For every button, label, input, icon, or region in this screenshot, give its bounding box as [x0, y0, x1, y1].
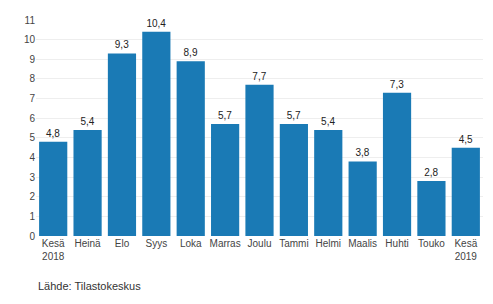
svg-text:Loka: Loka — [180, 238, 202, 249]
svg-text:5,4: 5,4 — [80, 116, 94, 127]
svg-text:4,5: 4,5 — [459, 134, 473, 145]
svg-text:Huhti: Huhti — [385, 238, 408, 249]
svg-text:5,7: 5,7 — [287, 110, 301, 121]
svg-text:2,8: 2,8 — [424, 167, 438, 178]
svg-text:Lähde: Tilastokeskus: Lähde: Tilastokeskus — [38, 280, 141, 292]
svg-text:Marras: Marras — [210, 238, 241, 249]
svg-text:5: 5 — [29, 132, 35, 143]
svg-text:Joulu: Joulu — [248, 238, 272, 249]
svg-text:8: 8 — [29, 73, 35, 84]
svg-text:8,9: 8,9 — [184, 47, 198, 58]
svg-text:10: 10 — [24, 34, 36, 45]
svg-text:0: 0 — [29, 231, 35, 242]
svg-text:4,8: 4,8 — [46, 128, 60, 139]
svg-text:9,3: 9,3 — [115, 39, 129, 50]
svg-text:1: 1 — [29, 211, 35, 222]
svg-text:Tammi: Tammi — [279, 238, 308, 249]
svg-text:2: 2 — [29, 191, 35, 202]
svg-text:Heinä: Heinä — [75, 238, 102, 249]
svg-text:5,4: 5,4 — [321, 116, 335, 127]
svg-text:11: 11 — [25, 15, 36, 26]
svg-text:Maalis: Maalis — [348, 238, 377, 249]
svg-text:Syys: Syys — [146, 238, 168, 249]
svg-text:9: 9 — [29, 54, 35, 65]
svg-text:6: 6 — [29, 113, 35, 124]
svg-text:Elo: Elo — [115, 238, 130, 249]
svg-text:7,7: 7,7 — [252, 71, 266, 82]
svg-text:Kesä2018: Kesä2018 — [42, 238, 65, 262]
svg-text:5,7: 5,7 — [218, 110, 232, 121]
svg-text:7: 7 — [29, 93, 35, 104]
svg-text:7,3: 7,3 — [390, 79, 404, 90]
svg-text:3: 3 — [29, 172, 35, 183]
svg-text:10,4: 10,4 — [146, 18, 166, 29]
svg-text:Kesä2019: Kesä2019 — [454, 238, 477, 262]
svg-text:Helmi: Helmi — [315, 238, 341, 249]
svg-text:3,8: 3,8 — [355, 147, 369, 158]
svg-text:4: 4 — [29, 152, 35, 163]
svg-text:Touko: Touko — [418, 238, 445, 249]
